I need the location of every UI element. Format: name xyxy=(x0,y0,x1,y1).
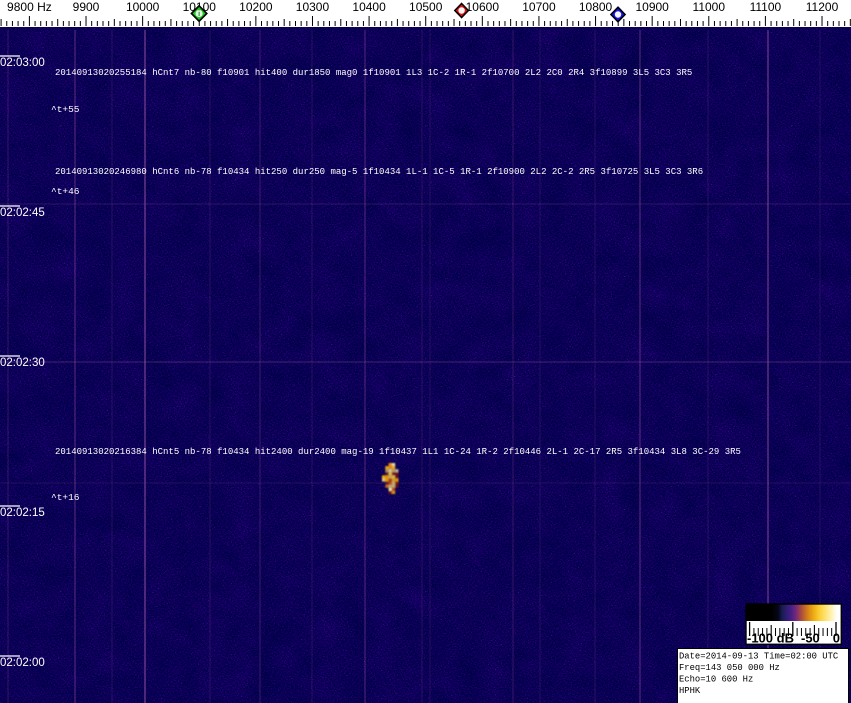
svg-text:10400: 10400 xyxy=(352,0,386,14)
svg-text:10300: 10300 xyxy=(296,0,330,14)
svg-text:10500: 10500 xyxy=(409,0,443,14)
svg-text:10200: 10200 xyxy=(239,0,273,14)
svg-text:11100: 11100 xyxy=(750,0,782,14)
svg-text:i: i xyxy=(198,11,200,18)
svg-text:10800: 10800 xyxy=(579,0,613,14)
svg-text:10000: 10000 xyxy=(126,0,160,14)
svg-text:10600: 10600 xyxy=(466,0,500,14)
svg-text:11200: 11200 xyxy=(806,0,839,14)
svg-text:9900: 9900 xyxy=(73,0,100,14)
svg-text:11000: 11000 xyxy=(693,0,726,14)
svg-text:10700: 10700 xyxy=(522,0,556,14)
svg-text:9800 Hz: 9800 Hz xyxy=(7,0,52,14)
svg-text:10900: 10900 xyxy=(635,0,669,14)
